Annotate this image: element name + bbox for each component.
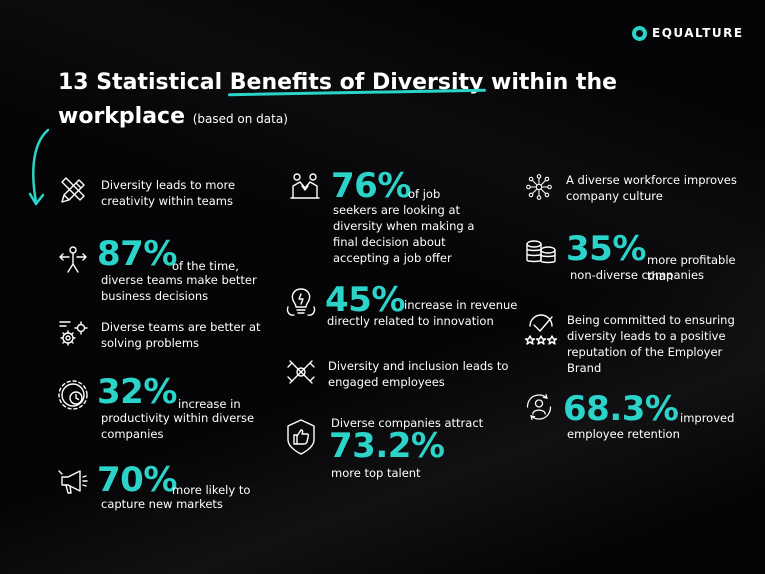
network-people-icon — [524, 172, 558, 206]
title-suffix: within the workplace — [58, 70, 618, 129]
title-note: (based on data) — [192, 112, 288, 126]
curved-arrow-icon — [28, 128, 58, 208]
stat-text: Diversity and inclusion leads to engaged… — [328, 359, 509, 389]
stat-inline-text: improved — [680, 411, 735, 425]
checkmark-stars-icon — [524, 312, 558, 346]
stat-inline-text: more likely to — [172, 483, 251, 497]
stat-inline-text: more profitable than — [647, 253, 736, 283]
stat-text: more top talent — [331, 466, 421, 480]
coins-icon — [524, 234, 558, 268]
stat-top-text: Diverse companies attract — [331, 416, 484, 430]
title-highlight: Benefits of Diversity — [229, 70, 484, 95]
stat-number: 70% — [97, 460, 177, 500]
lightbulb-icon — [284, 285, 318, 319]
stat-inline-text: of the time, — [172, 259, 239, 273]
stat-text: employee retention — [567, 427, 680, 441]
logo-text: EQUALTURE — [652, 26, 744, 40]
stat-text: Diverse teams are better at solving prob… — [101, 320, 261, 350]
stat-text: capture new markets — [101, 497, 223, 511]
stat-text: non-diverse companies — [570, 268, 705, 282]
stat-text: Being committed to ensuring diversity le… — [567, 313, 735, 375]
stat-text: Diversity leads to more creativity withi… — [101, 178, 236, 208]
page-title: 13 Statistical Benefits of Diversity wit… — [58, 66, 618, 136]
stat-number: 87% — [97, 234, 177, 274]
stat-text: productivity within diverse companies — [101, 411, 255, 441]
megaphone-icon — [56, 463, 90, 497]
brand-logo: EQUALTURE — [632, 24, 744, 42]
stat-number: 35% — [566, 229, 646, 269]
stat-text: seekers are looking at diversity when ma… — [333, 203, 475, 265]
title-prefix: 13 Statistical — [58, 70, 230, 95]
stat-number: 76% — [331, 166, 411, 206]
stat-text: diverse teams make better business decis… — [101, 273, 257, 303]
stat-inline-text: increase in — [178, 397, 241, 411]
clock-gear-icon — [56, 378, 90, 412]
stat-number: 45% — [325, 280, 405, 320]
stat-inline-text: increase in revenue — [404, 298, 518, 312]
logo-mark-icon — [632, 25, 647, 41]
handshake-icon — [288, 170, 322, 204]
hands-together-icon — [284, 355, 318, 389]
person-cycle-icon — [524, 392, 558, 426]
gears-icon — [56, 316, 90, 350]
stat-number: 68.3% — [563, 389, 679, 429]
stat-number: 73.2% — [329, 426, 445, 466]
pencil-icon — [56, 174, 90, 208]
stat-number: 32% — [97, 372, 177, 412]
stat-inline-text: of job — [408, 187, 441, 201]
thumbs-up-badge-icon — [284, 418, 318, 455]
stat-text: A diverse workforce improves company cul… — [566, 173, 737, 203]
decision-arrows-icon — [56, 242, 90, 276]
stat-text: directly related to innovation — [327, 314, 494, 328]
